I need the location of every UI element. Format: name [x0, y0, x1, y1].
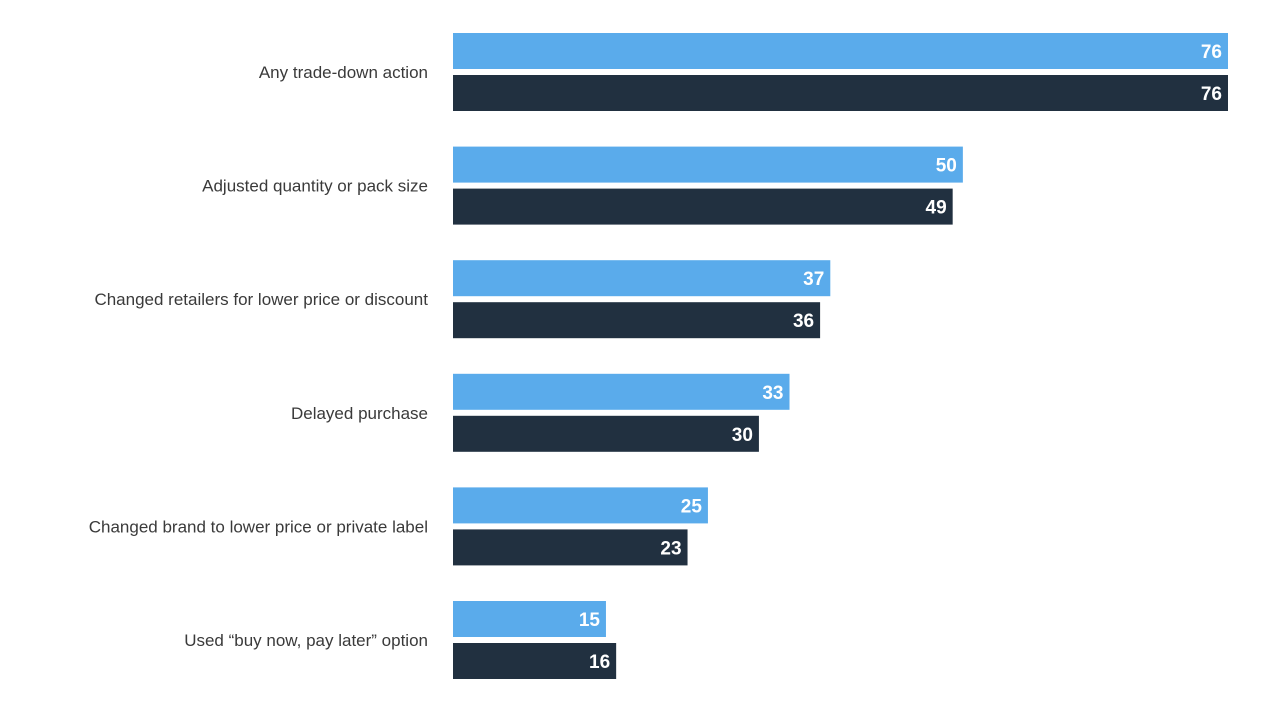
bar-changed-brand-to-lower-price-or-private-label-series-1	[453, 487, 708, 524]
category-label-used-buy-now-pay-later-option: Used “buy now, pay later” option	[184, 631, 428, 650]
category-label-delayed-purchase: Delayed purchase	[291, 404, 428, 423]
value-label-adjusted-quantity-or-pack-size-series-1: 50	[936, 156, 957, 177]
category-labels: Any trade-down action Adjusted quantity o…	[89, 63, 429, 650]
bar-delayed-purchase-series-2	[453, 415, 759, 452]
value-label-changed-retailers-for-lower-price-or-discount-series-1: 37	[803, 269, 824, 290]
category-label-any-trade-down-action: Any trade-down action	[259, 63, 428, 82]
bar-adjusted-quantity-or-pack-size-series-2	[453, 188, 953, 225]
value-label-used-buy-now-pay-later-option-series-1: 15	[579, 610, 601, 631]
bar-delayed-purchase-series-1	[453, 373, 790, 410]
value-label-adjusted-quantity-or-pack-size-series-2: 49	[926, 198, 947, 219]
bar-used-buy-now-pay-later-option-series-1	[453, 601, 606, 637]
bar-adjusted-quantity-or-pack-size-series-1	[453, 146, 963, 183]
bar-changed-retailers-for-lower-price-or-discount-series-2	[453, 302, 821, 339]
value-label-used-buy-now-pay-later-option-series-2: 16	[589, 652, 610, 673]
bar-any-trade-down-action-series-2	[453, 75, 1228, 111]
value-label-delayed-purchase-series-2: 30	[732, 425, 753, 446]
bar-changed-brand-to-lower-price-or-private-label-series-2	[453, 529, 688, 566]
bars	[453, 33, 1228, 679]
bar-changed-retailers-for-lower-price-or-discount-series-1	[453, 260, 831, 297]
value-label-changed-brand-to-lower-price-or-private-label-series-1: 25	[681, 496, 703, 517]
value-label-any-trade-down-action-series-1: 76	[1201, 42, 1222, 63]
bar-used-buy-now-pay-later-option-series-2	[453, 643, 617, 679]
category-label-changed-brand-to-lower-price-or-private-label: Changed brand to lower price or private …	[89, 517, 428, 536]
category-label-adjusted-quantity-or-pack-size: Adjusted quantity or pack size	[202, 177, 428, 196]
category-label-changed-retailers-for-lower-price-or-discount: Changed retailers for lower price or dis…	[94, 290, 428, 309]
bar-any-trade-down-action-series-1	[453, 33, 1228, 69]
value-label-changed-brand-to-lower-price-or-private-label-series-2: 23	[660, 538, 681, 559]
value-label-changed-retailers-for-lower-price-or-discount-series-2: 36	[793, 311, 814, 332]
value-label-any-trade-down-action-series-2: 76	[1201, 84, 1222, 105]
value-label-delayed-purchase-series-1: 33	[762, 383, 783, 404]
